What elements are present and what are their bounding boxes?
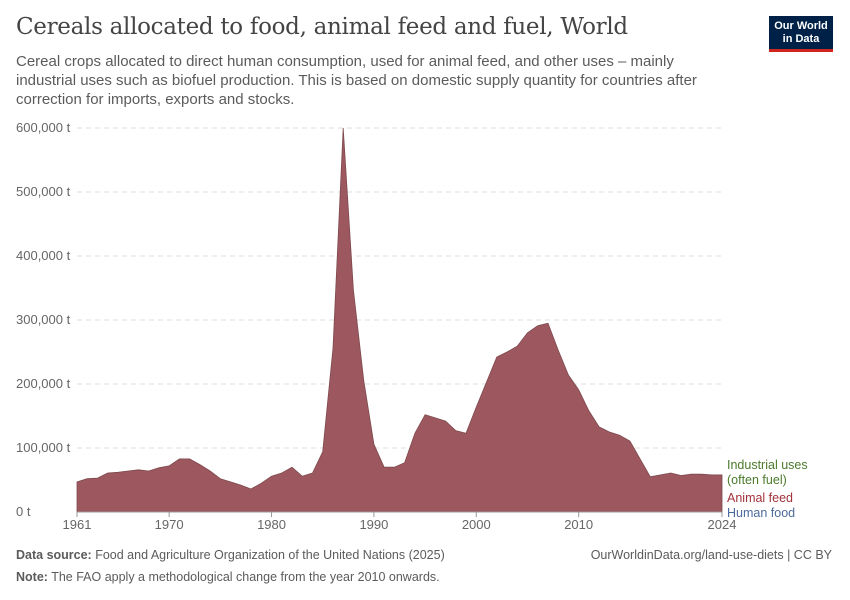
chart-area: 0 t 100,000 t 200,000 t 300,000 t 400,000 t 5… [16, 120, 808, 532]
owid-logo[interactable]: Our World in Data [769, 16, 833, 52]
x-tick-label: 1980 [257, 517, 286, 532]
logo-text-2: in Data [782, 33, 820, 45]
y-tick-label: 400,000 t [16, 248, 71, 263]
x-tick-label: 2000 [462, 517, 491, 532]
legend-industrial-uses-2: (often fuel) [727, 473, 787, 487]
y-tick-label: 0 t [16, 504, 31, 519]
y-tick-label: 600,000 t [16, 120, 71, 135]
x-tick-label: 2024 [708, 517, 737, 532]
legend-human-food: Human food [727, 506, 795, 520]
data-source: Data source: Food and Agriculture Organi… [16, 548, 445, 562]
legend-animal-feed: Animal feed [727, 491, 793, 505]
area-animal-feed [76, 127, 723, 513]
source-text: Food and Agriculture Organization of the… [95, 548, 445, 562]
chart-subtitle: Cereal crops allocated to direct human c… [16, 53, 697, 108]
note: Note: The FAO apply a methodological cha… [16, 570, 440, 584]
x-tick-label: 2010 [564, 517, 593, 532]
note-text: The FAO apply a methodological change fr… [51, 570, 440, 584]
x-tick-label: 1970 [155, 517, 184, 532]
source-link[interactable]: OurWorldinData.org/land-use-diets | CC B… [590, 548, 832, 562]
y-tick-label: 200,000 t [16, 376, 71, 391]
source-label: Data source: [16, 548, 92, 562]
x-tick-label: 1961 [63, 517, 92, 532]
logo-text: Our World [774, 20, 828, 32]
y-tick-label: 300,000 t [16, 312, 71, 327]
x-tick-label: 1990 [359, 517, 388, 532]
legend-industrial-uses: Industrial uses [727, 458, 808, 472]
note-label: Note: [16, 570, 48, 584]
y-tick-label: 500,000 t [16, 184, 71, 199]
y-tick-label: 100,000 t [16, 440, 71, 455]
chart-title: Cereals allocated to food, animal feed a… [16, 14, 628, 40]
